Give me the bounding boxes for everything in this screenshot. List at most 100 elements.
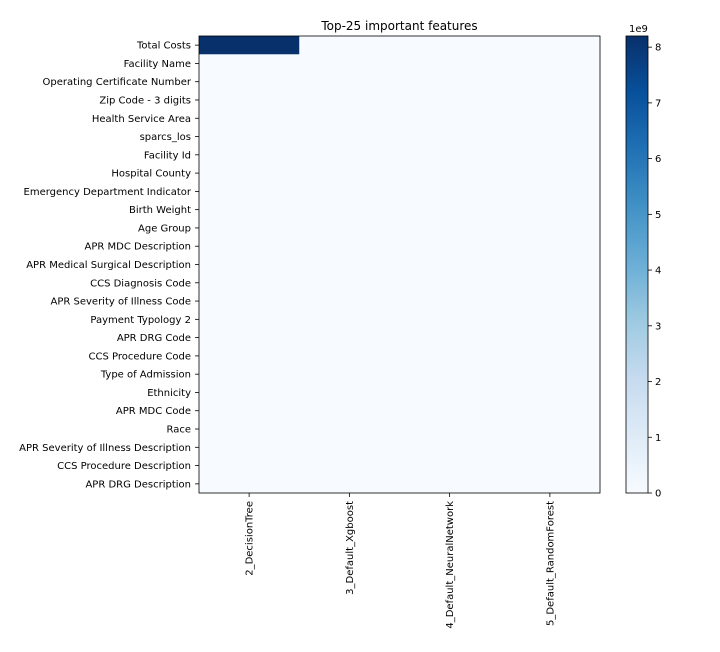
heatmap-cell [499, 109, 601, 128]
heatmap-cell [199, 36, 300, 55]
heatmap-cell [299, 109, 400, 128]
heatmap-cell [399, 90, 501, 110]
row-label: Zip Code - 3 digits [99, 95, 191, 106]
heatmap-cell [199, 365, 300, 384]
colorbar-ticks: 0 1 2 3 4 5 6 7 8 [648, 43, 661, 500]
heatmap-cell [399, 72, 501, 92]
heatmap-cell [199, 474, 300, 494]
heatmap-cell [499, 419, 601, 439]
column-label: 3_Default_Xgboost [345, 501, 356, 595]
heatmap-cell [399, 109, 501, 128]
row-label: Facility Name [124, 59, 191, 70]
heatmap-cell [499, 54, 601, 74]
colorbar-tick-label: 5 [655, 210, 661, 221]
heatmap-cells [199, 36, 601, 494]
heatmap-cell [299, 36, 400, 55]
heatmap-cell [299, 346, 400, 366]
heatmap-cell [199, 182, 300, 202]
heatmap-cell [499, 182, 601, 202]
heatmap-cell [299, 456, 400, 476]
heatmap-cell [399, 54, 501, 74]
heatmap-cell [499, 218, 601, 238]
heatmap-cell [299, 365, 400, 384]
heatmap-cell [199, 218, 300, 238]
heatmap-cell [399, 36, 501, 55]
heatmap-cell [299, 328, 400, 348]
row-label: CCS Diagnosis Code [90, 278, 191, 289]
heatmap-cell [499, 383, 601, 403]
heatmap-cell [199, 456, 300, 476]
heatmap-cell [399, 200, 501, 220]
heatmap-cell [299, 72, 400, 92]
column-label: 4_Default_NeuralNetwork [445, 501, 456, 629]
heatmap-cell [299, 383, 400, 403]
heatmap-cell [499, 200, 601, 220]
heatmap-cell [299, 182, 400, 202]
heatmap-cell [299, 474, 400, 494]
heatmap-cell [299, 237, 400, 256]
heatmap-cell [299, 145, 400, 165]
heatmap-cell [499, 456, 601, 476]
heatmap-cell [299, 54, 400, 74]
column-label: 2_DecisionTree [245, 501, 256, 576]
heatmap-cell [299, 90, 400, 110]
colorbar-tick-label: 1 [655, 433, 661, 444]
heatmap-cell [399, 456, 501, 476]
colorbar: 1e9 0 1 2 3 4 5 6 7 8 [625, 24, 661, 500]
heatmap-cell [199, 291, 300, 311]
heatmap-cell [199, 419, 300, 439]
heatmap-cell [399, 419, 501, 439]
heatmap-cell [299, 200, 400, 220]
row-label: CCS Procedure Code [88, 351, 191, 362]
heatmap-cell [199, 163, 300, 183]
heatmap-cell [499, 145, 601, 165]
column-label: 5_Default_RandomForest [545, 501, 556, 626]
row-label: Total Costs [136, 41, 191, 52]
heatmap-cell [499, 365, 601, 384]
heatmap-cell [299, 255, 400, 275]
heatmap-cell [399, 237, 501, 256]
heatmap-cell [199, 54, 300, 74]
heatmap-cell [499, 36, 601, 55]
heatmap-cell [199, 255, 300, 275]
row-label: Ethnicity [147, 388, 191, 399]
heatmap-cell [299, 127, 400, 147]
heatmap-cell [499, 438, 601, 457]
heatmap-cell [399, 346, 501, 366]
heatmap-cell [199, 438, 300, 457]
row-label: Age Group [138, 223, 191, 234]
row-label: Health Service Area [92, 114, 191, 125]
heatmap-cell [299, 419, 400, 439]
colorbar-multiplier-label: 1e9 [629, 24, 648, 35]
heatmap-cell [399, 310, 501, 329]
heatmap-cell [499, 90, 601, 110]
heatmap-cell [199, 127, 300, 147]
row-label: APR Medical Surgical Description [26, 260, 191, 271]
heatmap-cell [399, 328, 501, 348]
colorbar-tick-label: 6 [655, 154, 661, 165]
heatmap-cell [299, 401, 400, 421]
heatmap-cell [499, 237, 601, 256]
row-labels: Total Costs Facility Name Operating Certif… [19, 41, 199, 490]
heatmap-cell [399, 127, 501, 147]
heatmap-cell [399, 365, 501, 384]
row-label: Emergency Department Indicator [24, 187, 192, 198]
heatmap-cell [499, 474, 601, 494]
row-label: Payment Typology 2 [90, 315, 191, 326]
heatmap-cell [399, 218, 501, 238]
heatmap-cell [499, 310, 601, 329]
heatmap-cell [199, 200, 300, 220]
heatmap-cell [399, 163, 501, 183]
heatmap-cell [499, 291, 601, 311]
row-label: Type of Admission [100, 370, 191, 381]
row-label: APR Severity of Illness Code [51, 297, 192, 308]
heatmap-cell [499, 255, 601, 275]
heatmap-cell [399, 474, 501, 494]
heatmap-cell [199, 72, 300, 92]
heatmap-cell [399, 273, 501, 293]
heatmap-cell [499, 127, 601, 147]
colorbar-tick-label: 8 [655, 43, 661, 54]
colorbar-tick-label: 7 [655, 98, 661, 109]
